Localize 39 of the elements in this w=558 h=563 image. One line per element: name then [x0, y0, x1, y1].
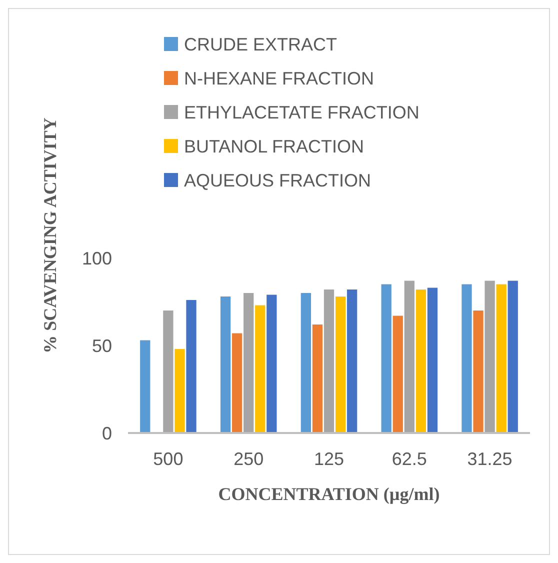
bar: [335, 296, 346, 433]
y-tick-label: 0: [102, 423, 112, 444]
bar: [392, 316, 403, 433]
bar: [473, 310, 484, 433]
bar: [462, 284, 472, 433]
y-tick-label: 100: [82, 248, 112, 268]
x-tick-label: 125: [314, 449, 344, 469]
bar: [427, 288, 438, 433]
y-axis-title: % SCAVENGING ACTIVITY: [40, 118, 60, 354]
x-tick-label: 62.5: [392, 449, 427, 469]
x-tick-label: 31.25: [467, 449, 512, 469]
x-axis-title: CONCENTRATION (µg/ml): [218, 484, 440, 504]
legend-label: N-HEXANE FRACTION: [184, 68, 374, 88]
bar: [312, 324, 323, 433]
legend-label: CRUDE EXTRACT: [184, 34, 338, 54]
x-tick-label: 250: [234, 449, 264, 469]
bar: [346, 290, 358, 433]
bar: [484, 280, 495, 433]
bar: [266, 294, 277, 433]
bar: [496, 284, 506, 433]
bar: [244, 293, 254, 433]
bar: [255, 305, 266, 433]
bar: [508, 280, 518, 433]
bar: [232, 333, 242, 433]
bar: [381, 284, 392, 433]
bar: [174, 349, 185, 433]
legend-label: AQUEOUS FRACTION: [184, 170, 372, 190]
bar: [300, 293, 312, 433]
legend-label: ETHYLACETATE FRACTION: [184, 102, 420, 122]
bar: [163, 310, 174, 433]
bar: [186, 300, 196, 433]
x-tick-label: 500: [153, 449, 184, 469]
bar: [324, 290, 334, 433]
legend-label: BUTANOL FRACTION: [184, 136, 364, 156]
bar: [140, 340, 150, 433]
bar: [416, 290, 426, 433]
y-tick-label: 50: [92, 336, 112, 356]
bar: [404, 280, 414, 433]
bar: [220, 296, 231, 433]
